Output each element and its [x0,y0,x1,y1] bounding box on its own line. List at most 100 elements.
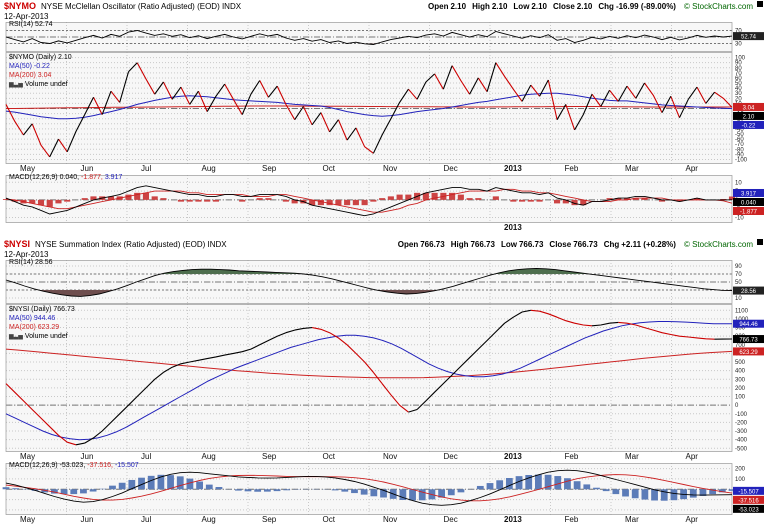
quote-label: Chg [603,240,620,249]
quote-value: 766.73 [573,240,598,249]
nysi-rsi-panel: 907050301028.56 RSI(14) 28.56 [0,259,765,304]
svg-text:70: 70 [735,71,742,77]
svg-text:-80: -80 [735,147,744,153]
svg-text:100: 100 [735,395,746,401]
month-label: Oct [322,452,335,461]
svg-text:40: 40 [735,86,742,92]
svg-text:-200: -200 [735,420,748,426]
month-label: Jul [141,452,152,461]
month-label: Dec [443,452,458,461]
quote-label: High [472,2,490,11]
month-label: Mar [625,515,639,524]
nysi-main-plot: 110010009008007006005004003002001000-100… [5,304,764,452]
month-label: Jun [80,164,94,173]
svg-text:10: 10 [735,296,742,302]
svg-text:50: 50 [735,81,742,87]
svg-text:900: 900 [735,326,746,332]
nysi-month-axis: May Jun Jul Aug Sep Oct Nov Dec 2013 Feb Mar Apr [0,452,765,463]
month-label: Mar [625,452,639,461]
quote-value: 766.73 [470,240,495,249]
nymo-main-plot: 1009080706050403020100-10-20-30-40-50-60… [5,52,764,164]
svg-text:100: 100 [735,477,746,483]
nymo-month-axis: May Jun Jul Aug Sep Oct Nov Dec 2013 Feb Mar Apr [0,164,765,175]
nymo-header: $NYMO NYSE McClellan Oscillator (Ratio A… [0,0,765,12]
nysi-chart: $NYSI NYSE Summation Index (Ratio Adjust… [0,238,765,526]
svg-text:30: 30 [735,42,742,48]
month-label: Apr [685,164,698,173]
month-label: Jun [80,452,94,461]
chart-date: 12-Apr-2013 [4,250,49,259]
month-label: Apr [685,515,698,524]
quote-label: Open [397,240,419,249]
svg-text:623.29: 623.29 [739,350,758,356]
month-label: Dec [443,515,458,524]
svg-text:90: 90 [735,264,742,270]
month-label: Feb [564,515,579,524]
nymo-rsi-panel: 70503052.74 RSI(14) 52.74 [0,21,765,52]
month-label: Mar [625,164,639,173]
nysi-rsi-plot: 907050301028.56 [5,260,764,304]
svg-text:944.46: 944.46 [739,322,758,328]
svg-text:1100: 1100 [735,308,749,314]
quote-line: Open 766.73 High 766.73 Low 766.73 Close 766.73… [392,240,676,249]
month-label: May [20,515,36,524]
nysi-main-panel: 110010009008007006005004003002001000-100… [0,304,765,452]
month-label: 2013 [504,164,522,173]
nymo-chart: $NYMO NYSE McClellan Oscillator (Ratio A… [0,0,765,233]
svg-text:-100: -100 [735,157,748,163]
quote-label: Open [428,2,449,11]
svg-text:-70: -70 [735,142,744,148]
month-label: Dec [443,164,458,173]
nymo-rsi-plot: 70503052.74 [5,22,764,52]
svg-text:28.56: 28.56 [741,289,757,295]
svg-text:-10: -10 [735,215,744,221]
svg-text:200: 200 [735,467,746,473]
month-label: May [20,164,36,173]
month-label: Nov [383,164,398,173]
svg-text:-53.023: -53.023 [738,507,759,513]
quote-value: 766.73 [420,240,445,249]
chart-title: NYSE McClellan Oscillator (Ratio Adjuste… [41,2,242,11]
chart-title: NYSE Summation Index (Ratio Adjusted) (E… [35,240,227,249]
quote-value: 766.73 [518,240,544,249]
quote-value: -16.99 (-89.00%) [615,2,676,11]
nysi-header: $NYSI NYSE Summation Index (Ratio Adjust… [0,238,765,250]
quote-label: Close [549,240,572,249]
month-label: Feb [564,452,579,461]
svg-text:-500: -500 [735,446,748,452]
month-label: Sep [262,515,277,524]
svg-text:-60: -60 [735,137,744,143]
svg-text:70: 70 [735,272,742,278]
svg-text:766.73: 766.73 [739,338,758,344]
svg-text:52.74: 52.74 [741,35,757,41]
svg-text:-37.516: -37.516 [738,498,759,504]
symbol-label: $NYSI [4,239,31,249]
svg-text:-0.22: -0.22 [742,123,756,129]
resize-handle-icon[interactable] [757,239,763,245]
month-label: Jun [80,515,94,524]
month-label: May [20,452,36,461]
month-label: Jul [141,164,152,173]
svg-text:60: 60 [735,76,742,82]
quote-label: High [450,240,469,249]
svg-text:-90: -90 [735,152,744,158]
month-label: Oct [322,164,335,173]
svg-text:-40: -40 [735,127,744,133]
month-label: Oct [322,515,335,524]
resize-handle-icon[interactable] [757,1,763,7]
quote-label: Chg [598,2,614,11]
svg-text:20: 20 [735,96,742,102]
month-label: Aug [201,164,216,173]
svg-text:300: 300 [735,377,746,383]
quote-label: Low [513,2,530,11]
svg-text:-100: -100 [735,412,748,418]
month-label: Aug [201,515,216,524]
quote-line: Open 2.10 High 2.10 Low 2.10 Close 2.10 Chg -16.9… [422,2,676,11]
svg-text:100: 100 [735,56,746,62]
month-label: 2013 [504,223,522,232]
svg-text:500: 500 [735,360,746,366]
month-label: 2013 [504,515,522,524]
